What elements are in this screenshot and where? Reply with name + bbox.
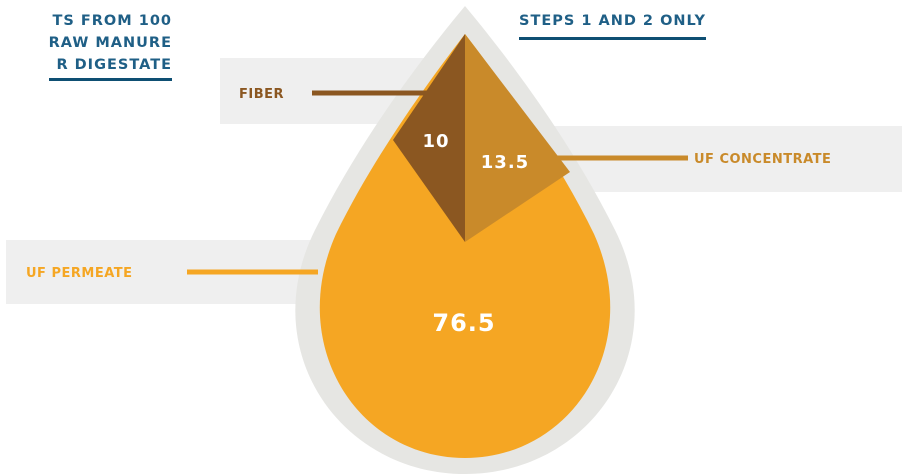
heading-right: STEPS 1 AND 2 ONLY xyxy=(519,10,707,40)
heading-left-line-3: R DIGESTATE xyxy=(56,57,172,73)
label-uf-concentrate: UF CONCENTRATE xyxy=(694,152,831,167)
value-fiber: 10 xyxy=(422,131,449,152)
value-uf-permeate: 76.5 xyxy=(432,309,495,337)
label-fiber: FIBER xyxy=(239,87,284,102)
heading-left-line-1: TS FROM 100 xyxy=(52,13,172,29)
slice-uf-concentrate xyxy=(465,34,570,242)
label-uf-permeate: UF PERMEATE xyxy=(26,266,133,281)
slice-fiber xyxy=(393,34,465,242)
heading-left: TS FROM 100 RAW MANURE R DIGESTATE xyxy=(48,10,172,81)
heading-left-line-2: RAW MANURE xyxy=(48,35,172,51)
value-uf-concentrate: 13.5 xyxy=(481,152,529,173)
